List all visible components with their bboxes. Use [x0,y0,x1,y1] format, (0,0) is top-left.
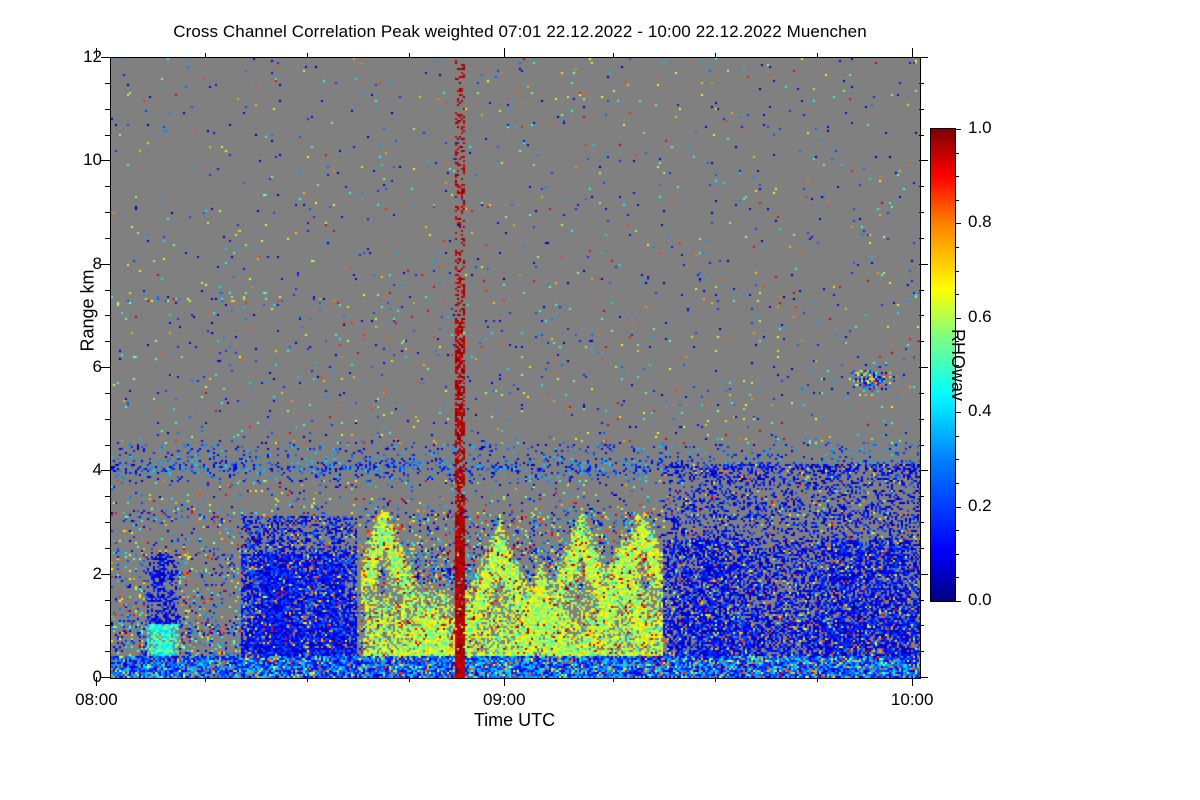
y-tick [101,677,110,678]
y-tick [101,470,110,472]
colorbar-tick-minor [955,199,959,201]
colorbar-tick [955,506,961,508]
y-tick-label: 12 [83,47,102,66]
colorbar-tick-minor [955,577,959,579]
y-tick-label: 4 [92,460,102,480]
colorbar-tick-label: 0.6 [968,306,992,326]
y-tick [101,57,110,58]
colorbar-title: RHOwav [948,328,968,401]
x-tick-label: 10:00 [890,690,934,709]
heatmap-canvas [111,58,920,678]
colorbar-tick [955,223,961,225]
page-title: Cross Channel Correlation Peak weighted … [173,22,867,41]
colorbar-tick-label: 0.4 [968,401,992,421]
x-tick [912,48,914,57]
y-tick [101,263,110,265]
x-tick-label: 09:00 [483,690,526,709]
colorbar-tick [955,412,961,414]
y-tick-label: 8 [92,253,102,273]
colorbar-tick-label: 0.2 [968,495,992,515]
x-axis-tick-labels: 08:00 09:00 10:00 [75,686,933,712]
colorbar-tick-minor [955,341,959,343]
colorbar-tick-label: 1.0 [968,118,992,137]
heatmap-plot-area[interactable] [110,57,921,679]
x-tick [504,48,506,57]
colorbar-tick-minor [955,294,959,296]
colorbar-tick [955,129,961,130]
colorbar-tick-minor [955,388,959,390]
colorbar-tick-minor [955,483,959,484]
y-tick-label: 6 [92,357,102,376]
colorbar-tick-minor [955,152,959,154]
y-tick-label: 2 [92,563,102,583]
y-tick [101,573,110,575]
colorbar-tick-minor [955,459,959,461]
x-axis-title: Time UTC [473,710,556,730]
y-axis-title: Range km [77,269,98,352]
colorbar-tick-label: 0.8 [968,212,992,232]
colorbar-tick-minor [955,530,959,532]
colorbar-tick-minor [955,365,959,366]
y-tick-label: 10 [83,150,102,170]
y-tick [101,160,110,162]
colorbar-tick-minor [955,553,959,555]
colorbar-tick [955,317,961,319]
colorbar [930,128,961,602]
colorbar-tick [955,601,961,602]
colorbar-tick-minor [955,435,959,437]
colorbar-tick-minor [955,270,959,272]
y-tick-label: 0 [92,667,102,686]
y-tick [101,367,110,368]
colorbar-tick-minor [955,176,959,178]
colorbar-tick-label: 0.0 [968,590,992,609]
y-axis-tick-labels: 0 2 4 6 8 10 12 [40,47,102,686]
colorbar-tick-minor [955,247,959,248]
x-tick-label: 08:00 [75,690,118,709]
